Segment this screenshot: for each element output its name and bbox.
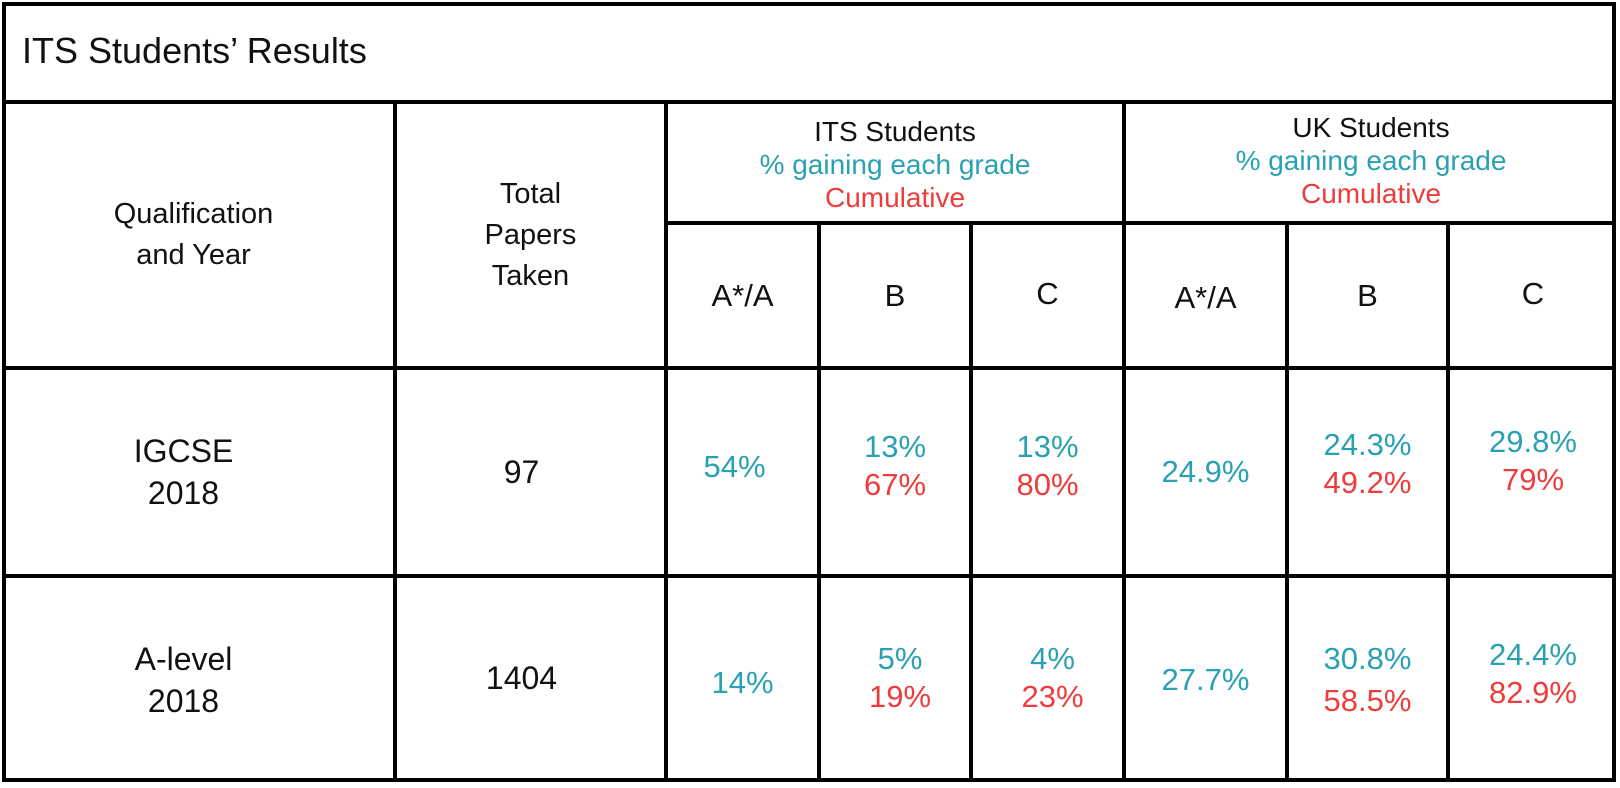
its-grade-cell: 14% bbox=[668, 578, 817, 788]
divider bbox=[969, 221, 973, 782]
divider bbox=[665, 221, 1616, 225]
cumulative-percent: 58.5% bbox=[1323, 683, 1412, 718]
header-line: Qualification bbox=[113, 198, 274, 230]
uk-grade-cell: 24.9% bbox=[1126, 370, 1285, 574]
qualification-header: Qualification and Year bbox=[6, 104, 381, 366]
grade-header: A*/A bbox=[1174, 279, 1237, 315]
header-line: Taken bbox=[491, 259, 570, 292]
divider bbox=[2, 366, 1616, 370]
uk-grade-cell: 30.8% 58.5% bbox=[1289, 578, 1446, 782]
divider bbox=[393, 100, 397, 782]
header-line: Papers bbox=[484, 218, 577, 251]
grade-percent: 13% bbox=[863, 429, 927, 464]
cumulative-percent: 80% bbox=[1016, 467, 1079, 502]
grade-percent: 14% bbox=[711, 665, 774, 700]
divider bbox=[2, 574, 1616, 578]
grade-header: C bbox=[1521, 275, 1545, 311]
grade-header: C bbox=[1036, 275, 1059, 311]
grade-percent: 24.4% bbox=[1489, 637, 1577, 672]
its-grade-cell: 54% bbox=[668, 370, 801, 564]
group-name: UK Students bbox=[1292, 112, 1450, 143]
uk-grade-cell: 29.8% 79% bbox=[1450, 370, 1616, 552]
its-grade-cell: 13% 80% bbox=[973, 370, 1122, 562]
grade-header: A*/A bbox=[711, 277, 774, 313]
total-papers-header: Total Papers Taken bbox=[397, 104, 664, 366]
group-subtitle: % gaining each grade bbox=[759, 149, 1031, 180]
qualification-cell: IGCSE 2018 bbox=[6, 370, 361, 574]
divider bbox=[817, 221, 821, 782]
qualification-year: 2018 bbox=[147, 683, 220, 719]
qualification-cell: A-level 2018 bbox=[6, 578, 361, 782]
cumulative-percent: 79% bbox=[1501, 462, 1565, 497]
qualification-name: IGCSE bbox=[133, 433, 234, 469]
group-cumulative-label: Cumulative bbox=[1300, 178, 1442, 209]
qualification-year: 2018 bbox=[147, 475, 220, 511]
page-title: ITS Students’ Results bbox=[22, 30, 367, 71]
grade-percent: 29.8% bbox=[1489, 424, 1577, 459]
group-subtitle: % gaining each grade bbox=[1235, 145, 1507, 176]
cumulative-percent: 49.2% bbox=[1323, 465, 1412, 500]
cumulative-percent: 82.9% bbox=[1489, 675, 1577, 710]
grade-percent: 13% bbox=[1016, 429, 1079, 464]
divider bbox=[1285, 221, 1289, 782]
uk-students-header: UK Students % gaining each grade Cumulat… bbox=[1126, 104, 1616, 217]
its-grade-cell: 5% 19% bbox=[821, 578, 979, 778]
grade-header: B bbox=[884, 277, 906, 313]
grade-percent: 5% bbox=[877, 641, 923, 676]
grade-percent: 24.3% bbox=[1323, 427, 1412, 462]
header-line: Total bbox=[499, 177, 562, 210]
its-grade-cell: 4% 23% bbox=[973, 578, 1132, 778]
its-students-header: ITS Students % gaining each grade Cumula… bbox=[668, 108, 1122, 221]
group-cumulative-label: Cumulative bbox=[824, 182, 966, 213]
divider bbox=[1446, 221, 1450, 782]
qualification-name: A-level bbox=[134, 641, 233, 677]
uk-grade-cell: 24.3% 49.2% bbox=[1289, 370, 1446, 558]
cumulative-percent: 23% bbox=[1021, 679, 1084, 714]
divider bbox=[2, 100, 1616, 104]
grade-percent: 30.8% bbox=[1323, 641, 1412, 676]
total-papers-cell: 97 bbox=[503, 454, 540, 490]
header-line: and Year bbox=[136, 239, 251, 271]
total-papers-cell: 1404 bbox=[485, 660, 558, 696]
uk-grade-cell: 24.4% 82.9% bbox=[1450, 578, 1616, 770]
its-grade-cell: 13% 67% bbox=[821, 370, 969, 562]
group-name: ITS Students bbox=[814, 116, 976, 147]
grade-percent: 27.7% bbox=[1161, 662, 1250, 697]
cumulative-percent: 67% bbox=[863, 467, 927, 502]
divider bbox=[664, 100, 668, 782]
grade-percent: 4% bbox=[1030, 641, 1075, 676]
divider bbox=[1122, 100, 1126, 782]
grade-percent: 54% bbox=[703, 449, 766, 484]
grade-header: B bbox=[1357, 277, 1378, 313]
uk-grade-cell: 27.7% bbox=[1126, 578, 1285, 782]
cumulative-percent: 19% bbox=[868, 679, 932, 714]
grade-percent: 24.9% bbox=[1161, 454, 1250, 489]
